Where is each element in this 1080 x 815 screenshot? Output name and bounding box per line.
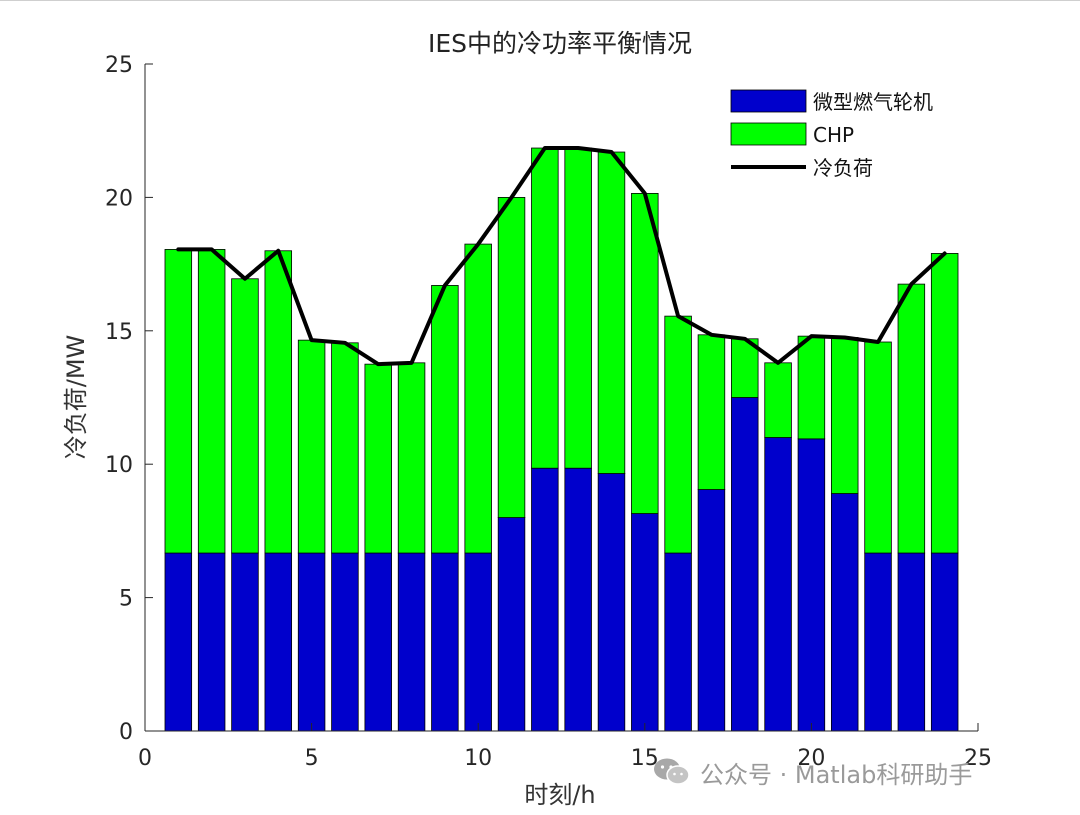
bar-gas-turbine-5 [297,552,326,732]
legend-label-chp: CHP [813,123,854,147]
bar-gas-turbine-6 [331,552,359,732]
series-line-cooling-load [176,146,947,367]
bar-chp-12 [531,147,559,469]
x-tick-label-15: 15 [631,746,659,771]
bar-chp-10 [464,243,492,554]
bar-gas-turbine-20 [797,438,826,732]
x-tick-label-10: 10 [464,746,492,771]
bar-gas-turbine-23 [897,552,926,732]
bar-gas-turbine-2 [197,552,226,732]
y-tick-label-15: 15 [105,320,133,345]
bar-chp-8 [397,362,426,554]
legend-item-cooling-load[interactable]: 冷负荷 [731,156,873,180]
bar-gas-turbine-22 [864,552,892,732]
watermark: 公众号 · Matlab科研助手 [652,752,972,792]
bar-gas-turbine-13 [564,467,592,732]
x-axis-label: 时刻/h [524,781,595,809]
bar-gas-turbine-15 [631,513,659,732]
chart-title: IES中的冷功率平衡情况 [428,29,692,58]
y-axis-label: 冷负荷/MW [62,335,90,460]
axes-layer [144,63,979,732]
bar-gas-turbine-3 [231,552,259,732]
y-tick-label-25: 25 [105,53,133,78]
legend-swatch-gas-turbine [730,89,807,113]
y-tick-label-20: 20 [105,186,133,211]
bar-gas-turbine-16 [664,552,692,732]
top-border [0,0,1080,1]
line-layer [176,146,947,367]
bar-chp-5 [297,339,326,554]
legend-label-cooling-load: 冷负荷 [813,156,873,180]
bar-gas-turbine-19 [764,437,792,732]
bar-chp-9 [431,285,459,554]
bar-chp-22 [864,341,892,554]
bar-gas-turbine-18 [731,397,759,732]
bar-chp-2 [197,249,226,554]
legend-item-gas-turbine[interactable]: 微型燃气轮机 [730,89,933,114]
x-tick-label-20: 20 [797,746,825,771]
bar-gas-turbine-14 [597,473,626,732]
bar-chp-15 [631,192,659,514]
bar-chp-1 [164,249,193,554]
bar-gas-turbine-7 [364,552,392,732]
bar-chp-4 [264,250,293,554]
bar-chp-7 [364,363,392,554]
legend-label-gas-turbine: 微型燃气轮机 [813,90,933,114]
y-tick-label-10: 10 [105,453,133,478]
bar-gas-turbine-10 [464,552,492,732]
bars-layer [164,147,959,732]
bar-chp-16 [664,315,692,554]
bar-chp-13 [564,147,592,469]
bar-gas-turbine-17 [697,489,726,732]
bar-chp-24 [930,253,959,554]
bar-chp-21 [830,337,859,494]
bar-chp-14 [597,151,626,474]
bar-chp-11 [497,196,526,518]
legend-swatch-chp [730,122,807,146]
tick-labels: 0 5 10 15 20 25 0 5 10 15 20 25 [105,53,992,771]
wechat-icon [654,758,690,785]
legend-item-chp[interactable]: CHP [730,122,854,147]
bar-gas-turbine-21 [830,493,859,732]
legend[interactable]: 微型燃气轮机 CHP 冷负荷 [730,89,933,180]
bar-chp-19 [764,362,792,438]
y-tick-label-0: 0 [119,720,133,745]
bar-gas-turbine-12 [531,467,559,732]
bar-chp-20 [797,335,826,440]
bar-gas-turbine-1 [164,552,193,732]
bar-gas-turbine-9 [431,552,459,732]
bar-chp-6 [331,342,359,554]
bar-gas-turbine-8 [397,552,426,732]
bar-gas-turbine-4 [264,552,293,732]
y-tick-label-5: 5 [119,587,133,612]
x-tick-label-0: 0 [138,746,152,771]
bar-gas-turbine-24 [930,552,959,732]
bar-gas-turbine-11 [497,517,526,732]
bar-chp-23 [897,283,926,554]
watermark-text: 公众号 · Matlab科研助手 [700,760,973,789]
bar-chp-17 [697,334,726,490]
bar-chp-18 [731,338,759,398]
bar-chp-3 [231,278,259,554]
x-tick-label-25: 25 [964,746,992,771]
x-tick-label-5: 5 [305,746,319,771]
